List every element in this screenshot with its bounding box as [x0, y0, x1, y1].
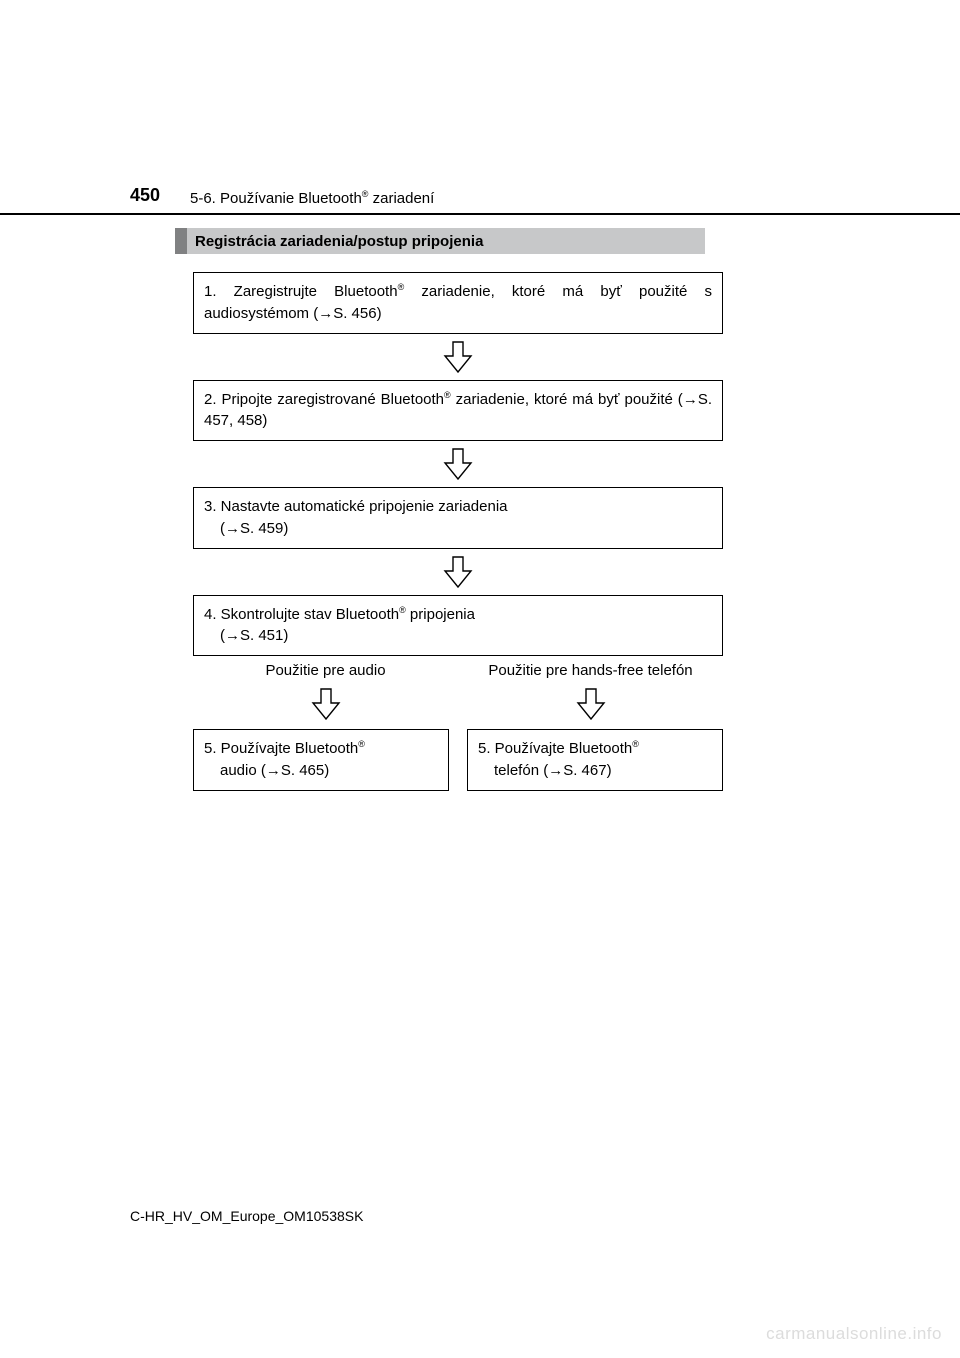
- step-3-text: 3. Nastavte automatické pripojenie zaria…: [204, 498, 508, 515]
- split-arrows: [193, 679, 723, 729]
- step-4-ref: S. 451): [240, 627, 288, 644]
- flow-arrow-right: [458, 679, 723, 729]
- step-5b-box: 5. Používajte Bluetooth® telefón (→S. 46…: [467, 729, 723, 791]
- step-3-ref: S. 459): [240, 520, 288, 537]
- section-title: Registrácia zariadenia/postup pripojenia: [195, 233, 483, 250]
- registered-sup: ®: [632, 739, 639, 749]
- step-4-text-pre: 4. Skontrolujte stav Bluetooth: [204, 606, 399, 623]
- registered-sup: ®: [444, 390, 451, 400]
- flow-arrow-1: [193, 334, 723, 380]
- section-title-bar: Registrácia zariadenia/postup pripojenia: [175, 228, 705, 254]
- page-number: 450: [130, 185, 160, 206]
- step-5b-text-post: telefón (: [494, 762, 548, 779]
- step-5a-ref: S. 465): [281, 762, 329, 779]
- step-1-box: 1. Zaregistrujte Bluetooth® zariadenie, …: [193, 272, 723, 334]
- step-1-ref: S. 456): [333, 305, 381, 322]
- arrow-glyph: →: [266, 762, 281, 779]
- step-4-text-post: pripojenia: [406, 606, 475, 623]
- header-rule: [0, 213, 960, 215]
- flow-arrow-3: [193, 549, 723, 595]
- split-label-audio: Použitie pre audio: [193, 662, 458, 679]
- split-boxes: 5. Používajte Bluetooth® audio (→S. 465)…: [193, 729, 723, 791]
- running-header-post: zariadení: [368, 190, 434, 207]
- arrow-down-icon: [309, 687, 343, 721]
- arrow-glyph: →: [548, 762, 563, 779]
- registered-sup: ®: [399, 605, 406, 615]
- arrow-glyph: →: [683, 391, 698, 408]
- running-header-pre: 5-6. Používanie Bluetooth: [190, 190, 362, 207]
- step-5b-ref: S. 467): [563, 762, 611, 779]
- page: 450 5-6. Používanie Bluetooth® zariadení…: [0, 0, 960, 1358]
- flowchart: 1. Zaregistrujte Bluetooth ® zariadenie, …: [193, 272, 723, 791]
- step-5a-text-pre: 5. Používajte Bluetooth: [204, 740, 358, 757]
- step-5a-text-post: audio (: [220, 762, 266, 779]
- arrow-glyph: →: [318, 305, 333, 322]
- arrow-down-icon: [441, 447, 475, 481]
- arrow-down-icon: [574, 687, 608, 721]
- step-2-box: 2. Pripojte zaregistrované Bluetooth® za…: [193, 380, 723, 442]
- arrow-glyph: →: [225, 627, 240, 644]
- arrow-down-icon: [441, 340, 475, 374]
- flow-arrow-2: [193, 441, 723, 487]
- step-2-text-pre: 2. Pripojte zaregistrované Bluetooth: [204, 391, 444, 408]
- watermark: carmanualsonline.info: [766, 1324, 942, 1344]
- running-header: 5-6. Používanie Bluetooth® zariadení: [190, 189, 434, 207]
- step-4-box: 4. Skontrolujte stav Bluetooth® pripojen…: [193, 595, 723, 657]
- split-labels: Použitie pre audio Použitie pre hands-fr…: [193, 656, 723, 679]
- split-label-phone: Použitie pre hands-free telefón: [458, 662, 723, 679]
- step-1-text-pre: 1. Zaregistrujte Bluetooth: [204, 283, 398, 300]
- registered-sup: ®: [358, 739, 365, 749]
- step-3-box: 3. Nastavte automatické pripojenie zaria…: [193, 487, 723, 549]
- footer-doc-id: C-HR_HV_OM_Europe_OM10538SK: [130, 1208, 363, 1224]
- step-2-text-post: zariadenie, ktoré má byť použité (: [451, 391, 683, 408]
- flow-arrow-left: [193, 679, 458, 729]
- arrow-glyph: →: [225, 520, 240, 537]
- step-5a-box: 5. Používajte Bluetooth® audio (→S. 465): [193, 729, 449, 791]
- arrow-down-icon: [441, 555, 475, 589]
- step-5b-text-pre: 5. Používajte Bluetooth: [478, 740, 632, 757]
- title-tab: [175, 228, 187, 254]
